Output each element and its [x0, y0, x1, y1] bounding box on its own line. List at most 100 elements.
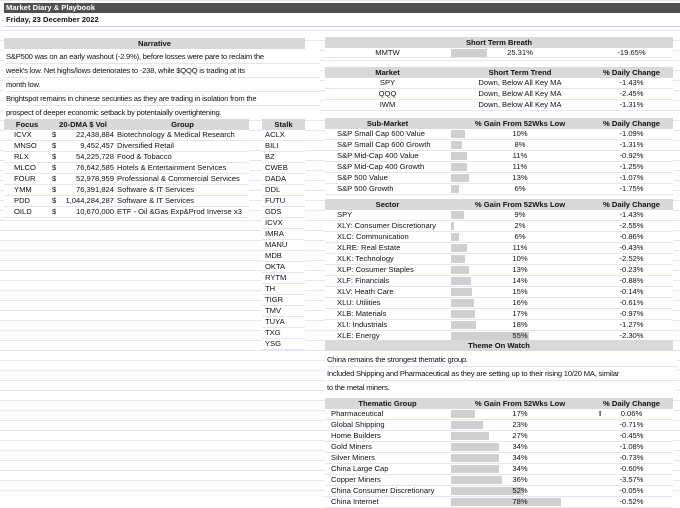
- daily-change: -2.55%: [619, 221, 644, 230]
- stalk-ticker: DADA: [265, 174, 287, 183]
- narrative-line: month low.: [6, 78, 320, 92]
- stalk-item: TH: [262, 284, 305, 295]
- stalk-ticker: TUYA: [265, 317, 285, 326]
- currency-symbol: $: [52, 152, 57, 161]
- gain-bar: [451, 141, 463, 149]
- breath-row: MMTW 25.31% -19.65%: [325, 48, 673, 58]
- thematic-header-row: Thematic Group % Gain From 52Wks Low % Dai…: [325, 398, 673, 409]
- currency-symbol: $: [52, 141, 57, 150]
- stalk-ticker: MDB: [265, 251, 282, 260]
- col-header: Thematic Group: [358, 399, 417, 408]
- stalk-ticker: FUTU: [265, 196, 286, 205]
- daily-change: 0.06%: [620, 409, 643, 418]
- stalk-ticker: RYTM: [265, 273, 287, 282]
- row-name: XLF: Financials: [337, 276, 390, 285]
- row-name: XLB: Materials: [337, 309, 387, 318]
- gain-value: 6%: [514, 184, 526, 193]
- stalk-item: OKTA: [262, 262, 305, 273]
- gain-value: 27%: [512, 431, 528, 440]
- market-header-row: Market Short Term Trend % Daily Change: [325, 67, 673, 78]
- market-row: QQQ Down, Below All Key MA -2.45%: [325, 89, 673, 100]
- col-header: % Gain From 52Wks Low: [474, 399, 566, 408]
- group-name: Biotechnology & Medical Research: [117, 130, 235, 139]
- stalk-item: YSG: [262, 339, 305, 350]
- stalk-item: MANU: [262, 240, 305, 251]
- col-header: % Gain From 52Wks Low: [474, 200, 566, 209]
- stalk-item: TUYA: [262, 317, 305, 328]
- gain-bar: [451, 185, 460, 193]
- currency-symbol: $: [52, 196, 57, 205]
- thematic-row: Pharmaceutical 17% ⬆ 0.06%: [325, 409, 673, 420]
- gain-bar: [451, 332, 529, 340]
- gain-bar: [451, 310, 475, 318]
- gain-bar: [451, 421, 484, 429]
- narrative-line: S&P500 was on an early washout (-2.9%), …: [6, 50, 320, 64]
- daily-change: -1.27%: [619, 320, 644, 329]
- focus-col-header: Focus: [15, 120, 39, 129]
- row-name: Gold Miners: [331, 442, 372, 451]
- col-header: Short Term Trend: [488, 68, 552, 77]
- gain-value: 78%: [512, 497, 528, 506]
- stalk-item: IMRA: [262, 229, 305, 240]
- thematic-row: Global Shipping 23% -0.71%: [325, 420, 673, 431]
- stalk-item: TXG: [262, 328, 305, 339]
- daily-change: -1.25%: [619, 162, 644, 171]
- market-row: SPY Down, Below All Key MA -1.43%: [325, 78, 673, 89]
- col-header: % Daily Change: [603, 200, 660, 209]
- focus-ticker: RLX: [14, 152, 29, 161]
- gain-value: 36%: [512, 475, 528, 484]
- gain-bar: [451, 410, 475, 418]
- arrow-up-icon: ⬆: [597, 409, 604, 418]
- narrative-line: week's low. Net highs/lows deteriorates …: [6, 64, 320, 78]
- daily-change: -0.86%: [619, 232, 644, 241]
- daily-change: -0.23%: [619, 265, 644, 274]
- daily-change: -0.43%: [619, 243, 644, 252]
- dma-volume: 54,225,728: [75, 152, 114, 161]
- row-name: China Large Cap: [331, 464, 389, 473]
- thematic-row: Gold Miners 34% -1.08%: [325, 442, 673, 453]
- gain-value: 15%: [512, 287, 528, 296]
- daily-change: -0.05%: [619, 486, 644, 495]
- trend: Down, Below All Key MA: [478, 89, 562, 98]
- narrative-line: prospect of deeper economic setback by p…: [6, 106, 320, 117]
- submarket-row: S&P Small Cap 600 Value 10% -1.09%: [325, 129, 673, 140]
- gain-value: 13%: [512, 265, 528, 274]
- group-col-header: Group: [171, 120, 194, 129]
- narrative-line: Brightspot remains in chinese securities…: [6, 92, 320, 106]
- stalk-item: BILI: [262, 141, 305, 152]
- focus-row: OILD $10,670,000 ETF - Oil &Gas Exp&Prod I…: [4, 207, 249, 218]
- stalk-item: BZ: [262, 152, 305, 163]
- group-name: Software & IT Services: [117, 196, 195, 205]
- gain-value: 13%: [512, 173, 528, 182]
- group-name: Food & Tobacco: [117, 152, 172, 161]
- group-name: Hotels & Entertainment Services: [117, 163, 227, 172]
- gain-bar: [451, 288, 473, 296]
- daily-change: -0.52%: [619, 497, 644, 506]
- group-name: Professional & Commercial Services: [117, 174, 240, 183]
- currency-symbol: $: [52, 130, 57, 139]
- daily-change: -2.45%: [619, 89, 644, 98]
- focus-row: PDD $1,044,284,287 Software & IT Services: [4, 196, 249, 207]
- row-name: Home Builders: [331, 431, 381, 440]
- daily-change: -2.52%: [619, 254, 644, 263]
- daily-change: -1.75%: [619, 184, 644, 193]
- submarket-table: Sub-Market % Gain From 52Wks Low % Daily C…: [325, 118, 673, 195]
- gain-value: 52%: [512, 486, 528, 495]
- stalk-ticker: MANU: [265, 240, 288, 249]
- row-name: SPY: [337, 210, 353, 219]
- row-name: China Internet: [331, 497, 379, 506]
- gain-bar: [451, 163, 467, 171]
- thematic-row: Copper Miners 36% -3.57%: [325, 475, 673, 486]
- row-name: XLE: Energy: [337, 331, 380, 340]
- sector-header-row: Sector % Gain From 52Wks Low % Daily Chang…: [325, 199, 673, 210]
- row-name: S&P 500 Value: [337, 173, 388, 182]
- stalk-ticker: TXG: [265, 328, 281, 337]
- stalk-item: MDB: [262, 251, 305, 262]
- sector-row: XLRE: Real Estate 11% -0.43%: [325, 243, 673, 254]
- daily-change: -1.08%: [619, 442, 644, 451]
- gain-value: 34%: [512, 442, 528, 451]
- breath-header: Short Term Breath: [325, 37, 673, 48]
- daily-change: -0.71%: [619, 420, 644, 429]
- gain-bar: [451, 266, 470, 274]
- row-name: XLRE: Real Estate: [337, 243, 401, 252]
